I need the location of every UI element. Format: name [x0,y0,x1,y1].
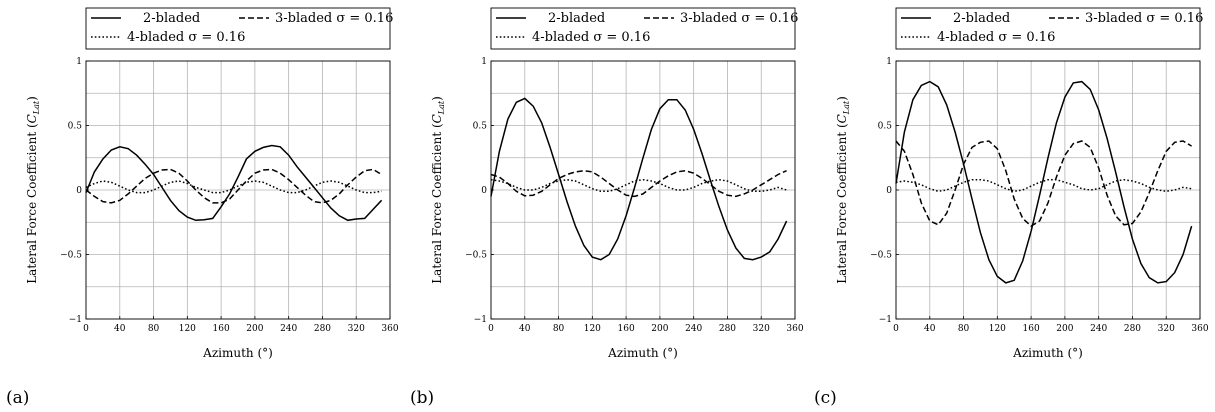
x-tick-label: 160 [213,324,230,334]
x-tick-label: 200 [246,324,263,334]
legend-entry: 2-bladed [143,11,200,26]
x-tick-label: 320 [753,324,770,334]
x-axis-label: Azimuth (°) [202,346,273,360]
x-tick-label: 320 [1158,324,1175,334]
x-tick-label: 40 [114,324,126,334]
x-axis-label: Azimuth (°) [607,346,678,360]
x-tick-label: 80 [148,324,160,334]
x-tick-label: 240 [685,324,702,334]
x-tick-label: 200 [651,324,668,334]
legend-entry: 2-bladed [548,11,605,26]
legend-entry: 3-bladed σ = 0.16 [275,11,393,26]
x-tick-label: 0 [83,324,89,334]
series-line [85,144,383,222]
legend-entry: 2-bladed [953,11,1010,26]
y-tick-label: 1 [76,57,82,67]
series-line [895,140,1192,228]
x-tick-label: 80 [958,324,970,334]
series-line [85,180,382,194]
series-line [85,168,382,204]
x-tick-label: 360 [1191,324,1208,334]
series-line [490,97,788,261]
x-tick-label: 200 [1056,324,1073,334]
x-tick-label: 0 [893,324,899,334]
x-tick-label: 360 [381,324,398,334]
x-tick-label: 280 [1124,324,1141,334]
y-tick-label: −1 [879,315,892,325]
x-tick-label: 160 [618,324,635,334]
legend-box [895,7,1201,50]
chart-panel: 0 40 80 120 160 200 240 280 320 360 −1 −0.5 0 0.5 1 Azi… [814,7,1209,408]
x-tick-label: 240 [280,324,297,334]
y-tick-label: 0.5 [473,122,488,132]
x-tick-label: 120 [179,324,196,334]
panel-label: (c) [814,388,837,408]
y-tick-label: 0 [76,186,82,196]
x-axis-label: Azimuth (°) [1012,346,1083,360]
x-tick-label: 80 [553,324,565,334]
y-tick-label: 1 [481,57,487,67]
legend-entry: 3-bladed σ = 0.16 [680,11,798,26]
x-tick-label: 40 [924,324,936,334]
legend: 2-bladed 3-bladed σ = 0.16 4-bladed σ = 0.… [85,7,393,50]
panel-label: (a) [6,388,29,408]
x-tick-label: 360 [786,324,803,334]
legend-box [85,7,391,50]
series-line [895,80,1193,284]
y-axis-label: Lateral Force Coefficient (CLat) [835,96,851,284]
legend-entry: 3-bladed σ = 0.16 [1085,11,1203,26]
y-tick-label: −1 [69,315,82,325]
y-tick-label: 0 [481,186,487,196]
y-tick-label: 0.5 [68,122,83,132]
y-tick-label: −0.5 [465,251,487,261]
chart-panel: 0 40 80 120 160 200 240 280 320 360 −1 −0.5 0 0.5 1 Azi… [410,7,804,408]
y-tick-label: −0.5 [870,251,892,261]
legend-entry: 4-bladed σ = 0.16 [532,30,650,45]
x-tick-label: 120 [584,324,601,334]
x-tick-label: 320 [348,324,365,334]
series-line [895,178,1192,193]
series-line [490,178,787,193]
legend: 2-bladed 3-bladed σ = 0.16 4-bladed σ = 0.… [490,7,798,50]
x-tick-label: 120 [989,324,1006,334]
legend-entry: 4-bladed σ = 0.16 [937,30,1055,45]
x-tick-label: 240 [1090,324,1107,334]
series-line [490,169,787,198]
x-tick-label: 280 [719,324,736,334]
legend: 2-bladed 3-bladed σ = 0.16 4-bladed σ = 0.… [895,7,1203,50]
chart-panel: 0 40 80 120 160 200 240 280 320 360 −1 −0.5 0 0.5 1 Azi… [6,7,399,408]
x-tick-label: 160 [1023,324,1040,334]
panel-label: (b) [410,388,434,408]
y-tick-label: 0 [886,186,892,196]
y-tick-label: 0.5 [878,122,893,132]
legend-entry: 4-bladed σ = 0.16 [127,30,245,45]
y-axis-label: Lateral Force Coefficient (CLat) [430,96,446,284]
x-tick-label: 280 [314,324,331,334]
y-tick-label: −1 [474,315,487,325]
legend-box [490,7,796,50]
x-tick-label: 40 [519,324,531,334]
x-tick-label: 0 [488,324,494,334]
y-axis-label: Lateral Force Coefficient (CLat) [25,96,41,284]
y-tick-label: −0.5 [60,251,82,261]
y-tick-label: 1 [886,57,892,67]
